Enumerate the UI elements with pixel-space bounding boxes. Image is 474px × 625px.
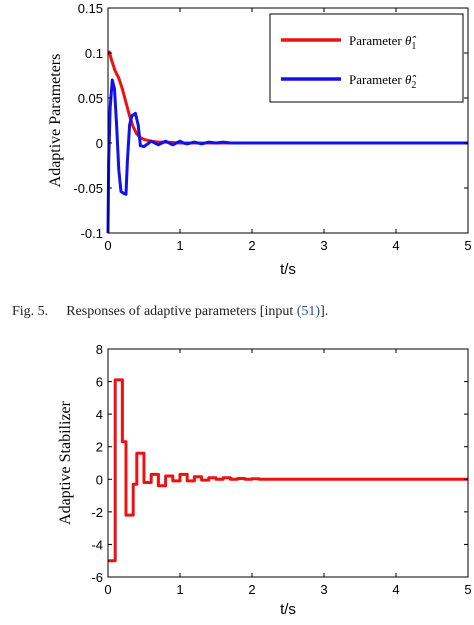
- y-tick-label: 8: [96, 342, 103, 357]
- plot-frame: [107, 7, 469, 234]
- y-axis-label: Adaptive Stabilizer: [57, 400, 74, 525]
- y-tick-label: 0: [96, 472, 103, 487]
- y-tick-label: -2: [91, 505, 103, 520]
- x-tick-label: 5: [464, 582, 471, 597]
- series-line-1: [108, 378, 468, 563]
- x-tick-label: 1: [176, 238, 183, 253]
- legend-prefix: Parameter: [349, 72, 405, 87]
- x-tick-label: 4: [392, 238, 399, 253]
- y-tick-label: -4: [91, 537, 103, 552]
- x-tick-label: 2: [248, 582, 255, 597]
- x-tick-label: 0: [104, 582, 111, 597]
- y-tick-label: 0.05: [78, 91, 103, 106]
- caption-text-before: Responses of adaptive parameters [input: [66, 304, 297, 319]
- legend-prefix: Parameter: [349, 33, 405, 48]
- y-tick-label: 6: [96, 375, 103, 390]
- y-tick-label: -0.05: [73, 181, 103, 196]
- x-tick-label: 3: [320, 238, 327, 253]
- caption-prefix: Fig. 5.: [12, 304, 48, 319]
- chart-adaptive-stabilizer: 0 1 2 3 4 5 8 6 4 2 0 -2 -4 -6 t/s Adaptive Stabilizer: [57, 342, 472, 618]
- x-axis-label: t/s: [280, 261, 296, 278]
- y-tick-label: 2: [96, 440, 103, 455]
- y-axis-label: Adaptive Parameters: [47, 54, 64, 188]
- chart-adaptive-parameters: 0 1 2 3 4 5 0.15 0.1 0.05 0 -0.05 -0.1 t/s Adaptive P…: [47, 1, 472, 278]
- legend-label-1: Parameter θ̂1: [349, 33, 416, 52]
- y-tick-label: 0: [96, 136, 103, 151]
- legend-box: [269, 13, 464, 103]
- y-tick-label: 0.1: [85, 46, 103, 61]
- legend-subscript: 2: [411, 80, 416, 91]
- figure-caption: Fig. 5. Responses of adaptive parameters …: [12, 304, 328, 319]
- legend-subscript: 1: [411, 41, 416, 52]
- x-tick-label: 1: [176, 582, 183, 597]
- legend-symbol: θ̂: [405, 72, 416, 87]
- legend-symbol: θ̂: [405, 33, 416, 48]
- x-tick-label: 5: [464, 238, 471, 253]
- y-tick-label: -6: [91, 570, 103, 585]
- x-tick-label: 0: [104, 238, 111, 253]
- x-tick-label: 3: [320, 582, 327, 597]
- caption-equation-link[interactable]: (51): [297, 304, 321, 319]
- caption-text-after: ].: [320, 304, 328, 319]
- y-tick-label: 0.15: [78, 1, 103, 16]
- x-tick-label: 4: [392, 582, 399, 597]
- x-axis-label: t/s: [280, 601, 296, 618]
- legend-label-2: Parameter θ̂2: [349, 72, 416, 91]
- y-tick-label: 4: [96, 407, 103, 422]
- plot-frame: [107, 348, 469, 578]
- y-tick-label: -0.1: [81, 226, 103, 241]
- series-line-2: [106, 78, 468, 234]
- x-tick-label: 2: [248, 238, 255, 253]
